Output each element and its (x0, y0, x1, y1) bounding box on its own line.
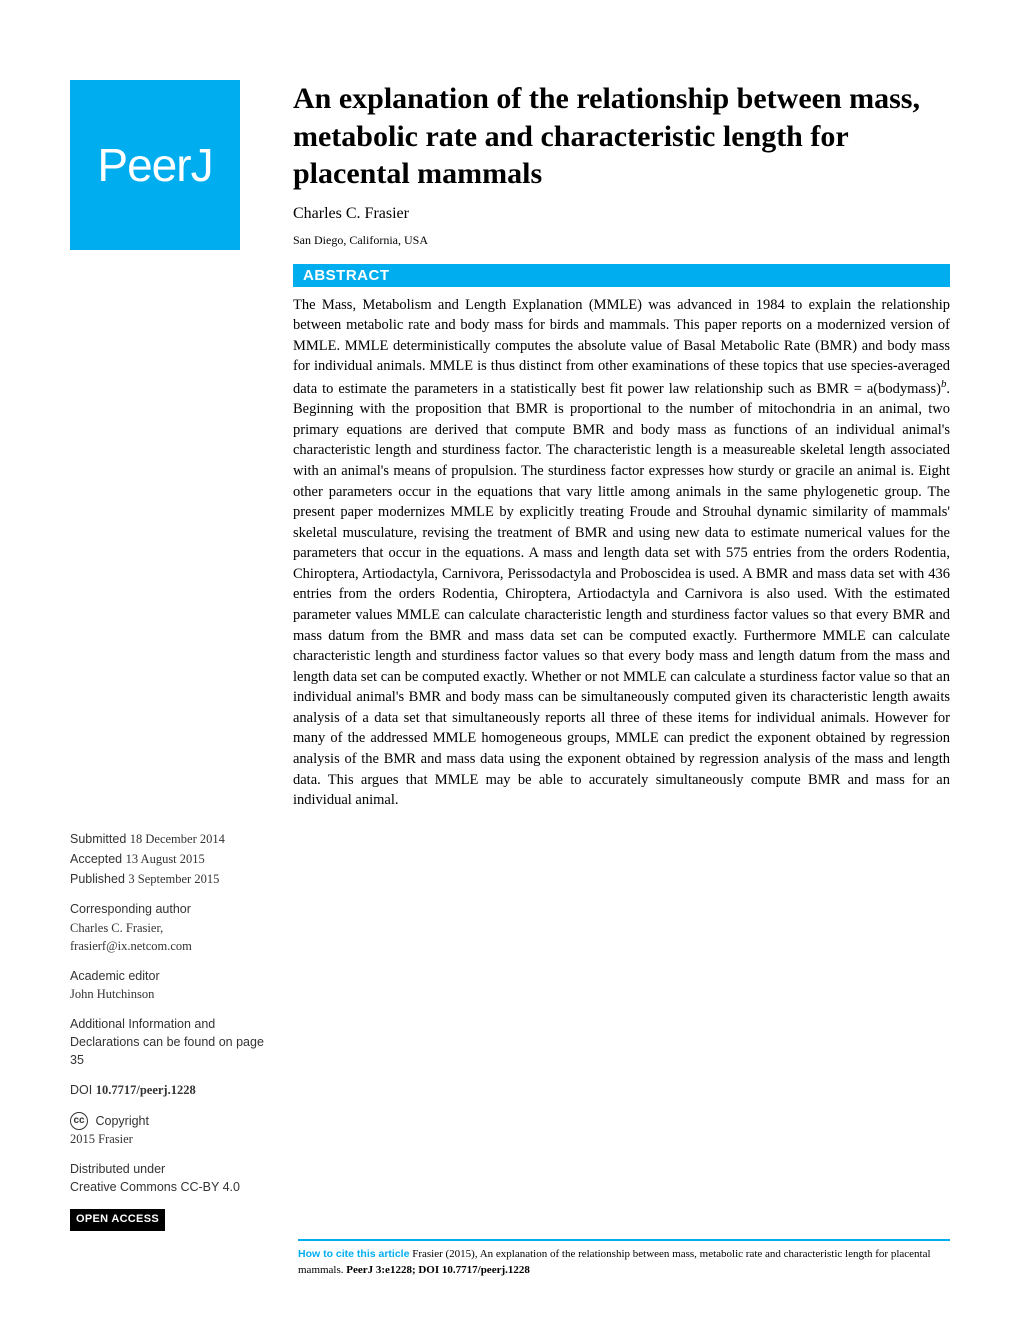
abstract-text-post: . Beginning with the proposition that BM… (293, 381, 950, 809)
published-label: Published (70, 872, 125, 886)
copyright-value: 2015 Frasier (70, 1130, 265, 1148)
doi-label: DOI (70, 1083, 92, 1097)
logo-text: PeerJ (97, 138, 212, 192)
article-author: Charles C. Frasier (293, 205, 950, 223)
abstract-text-pre: The Mass, Metabolism and Length Explanat… (293, 297, 950, 397)
distributed-label: Distributed under (70, 1160, 265, 1178)
abstract-heading: ABSTRACT (293, 264, 950, 287)
abstract-body: The Mass, Metabolism and Length Explanat… (293, 295, 950, 811)
article-title: An explanation of the relationship betwe… (293, 80, 950, 193)
article-metadata: Submitted 18 December 2014 Accepted 13 A… (70, 830, 265, 1231)
distributed-value[interactable]: Creative Commons CC-BY 4.0 (70, 1178, 265, 1196)
academic-editor-label: Academic editor (70, 967, 265, 985)
doi-value[interactable]: 10.7717/peerj.1228 (96, 1083, 196, 1097)
submitted-label: Submitted (70, 832, 126, 846)
published-date: 3 September 2015 (128, 872, 219, 886)
citation-footer: How to cite this article Frasier (2015),… (298, 1239, 950, 1278)
copyright-label: Copyright (95, 1114, 149, 1128)
submitted-date: 18 December 2014 (130, 832, 225, 846)
citation-journal: PeerJ 3:e1228; DOI 10.7717/peerj.1228 (346, 1264, 530, 1276)
corresponding-author-email[interactable]: frasierf@ix.netcom.com (70, 937, 265, 955)
article-affiliation: San Diego, California, USA (293, 233, 950, 248)
accepted-date: 13 August 2015 (126, 852, 205, 866)
accepted-label: Accepted (70, 852, 122, 866)
corresponding-author-name: Charles C. Frasier, (70, 919, 265, 937)
corresponding-author-label: Corresponding author (70, 900, 265, 918)
citation-label: How to cite this article (298, 1248, 409, 1260)
academic-editor-name: John Hutchinson (70, 985, 265, 1003)
creative-commons-icon: cc (70, 1112, 88, 1130)
additional-info[interactable]: Additional Information and Declarations … (70, 1015, 265, 1069)
publisher-logo: PeerJ (70, 80, 240, 250)
open-access-badge: OPEN ACCESS (70, 1209, 165, 1231)
